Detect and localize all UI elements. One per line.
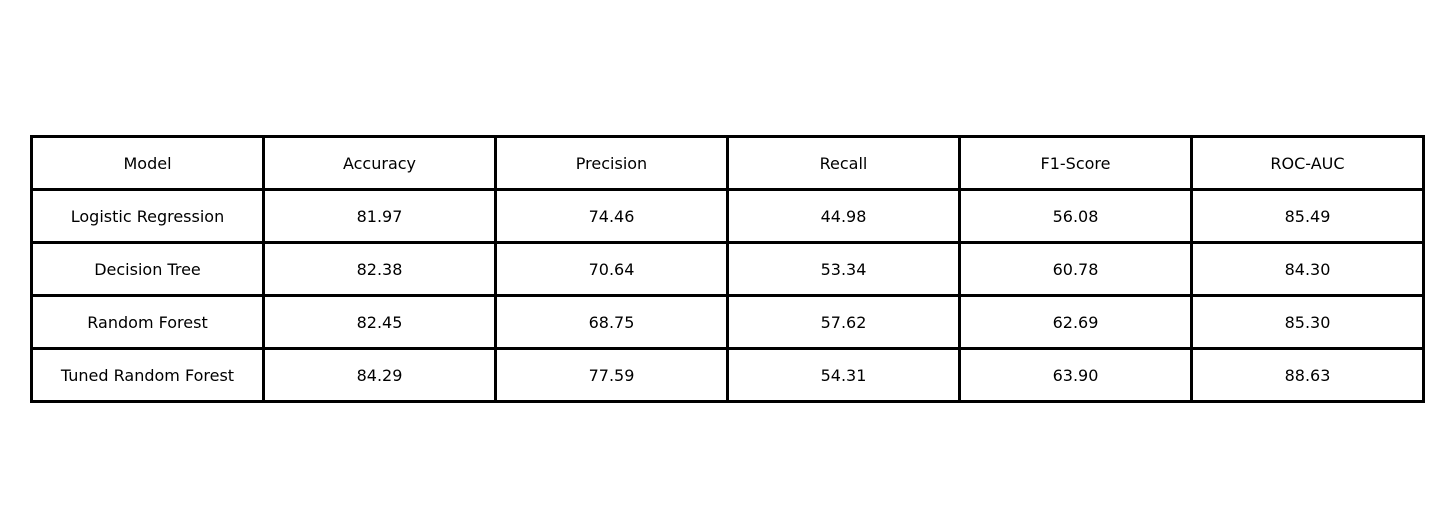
- metric-value-cell: 77.59: [494, 347, 729, 403]
- metric-value-cell: 74.46: [494, 188, 729, 244]
- model-name-cell: Random Forest: [30, 294, 265, 350]
- metric-value-cell: 81.97: [262, 188, 497, 244]
- table-row: Decision Tree 82.38 70.64 53.34 60.78 84.30: [30, 241, 1425, 297]
- metric-value-cell: 44.98: [726, 188, 961, 244]
- table-row: Random Forest 82.45 68.75 57.62 62.69 85.30: [30, 294, 1425, 350]
- column-header: F1-Score: [958, 135, 1193, 191]
- table-body: Logistic Regression 81.97 74.46 44.98 56.08 8…: [30, 188, 1425, 403]
- table-header: Model Accuracy Precision Recall F1-Score ROC-…: [30, 135, 1425, 191]
- metric-value-cell: 85.49: [1190, 188, 1425, 244]
- metric-value-cell: 85.30: [1190, 294, 1425, 350]
- model-name-cell: Logistic Regression: [30, 188, 265, 244]
- metric-value-cell: 84.29: [262, 347, 497, 403]
- metric-value-cell: 56.08: [958, 188, 1193, 244]
- metric-value-cell: 82.38: [262, 241, 497, 297]
- column-header: Recall: [726, 135, 961, 191]
- metric-value-cell: 63.90: [958, 347, 1193, 403]
- model-name-cell: Decision Tree: [30, 241, 265, 297]
- metrics-table: Model Accuracy Precision Recall F1-Score ROC-…: [30, 135, 1425, 403]
- metric-value-cell: 60.78: [958, 241, 1193, 297]
- metric-value-cell: 54.31: [726, 347, 961, 403]
- column-header: Accuracy: [262, 135, 497, 191]
- metric-value-cell: 53.34: [726, 241, 961, 297]
- column-header: ROC-AUC: [1190, 135, 1425, 191]
- metric-value-cell: 84.30: [1190, 241, 1425, 297]
- column-header: Model: [30, 135, 265, 191]
- table-row: Tuned Random Forest 84.29 77.59 54.31 63.90 8…: [30, 347, 1425, 403]
- metric-value-cell: 82.45: [262, 294, 497, 350]
- metric-value-cell: 68.75: [494, 294, 729, 350]
- column-header: Precision: [494, 135, 729, 191]
- metric-value-cell: 88.63: [1190, 347, 1425, 403]
- metric-value-cell: 70.64: [494, 241, 729, 297]
- model-name-cell: Tuned Random Forest: [30, 347, 265, 403]
- metric-value-cell: 62.69: [958, 294, 1193, 350]
- table-row: Logistic Regression 81.97 74.46 44.98 56.08 8…: [30, 188, 1425, 244]
- header-row: Model Accuracy Precision Recall F1-Score ROC-…: [30, 135, 1425, 191]
- metric-value-cell: 57.62: [726, 294, 961, 350]
